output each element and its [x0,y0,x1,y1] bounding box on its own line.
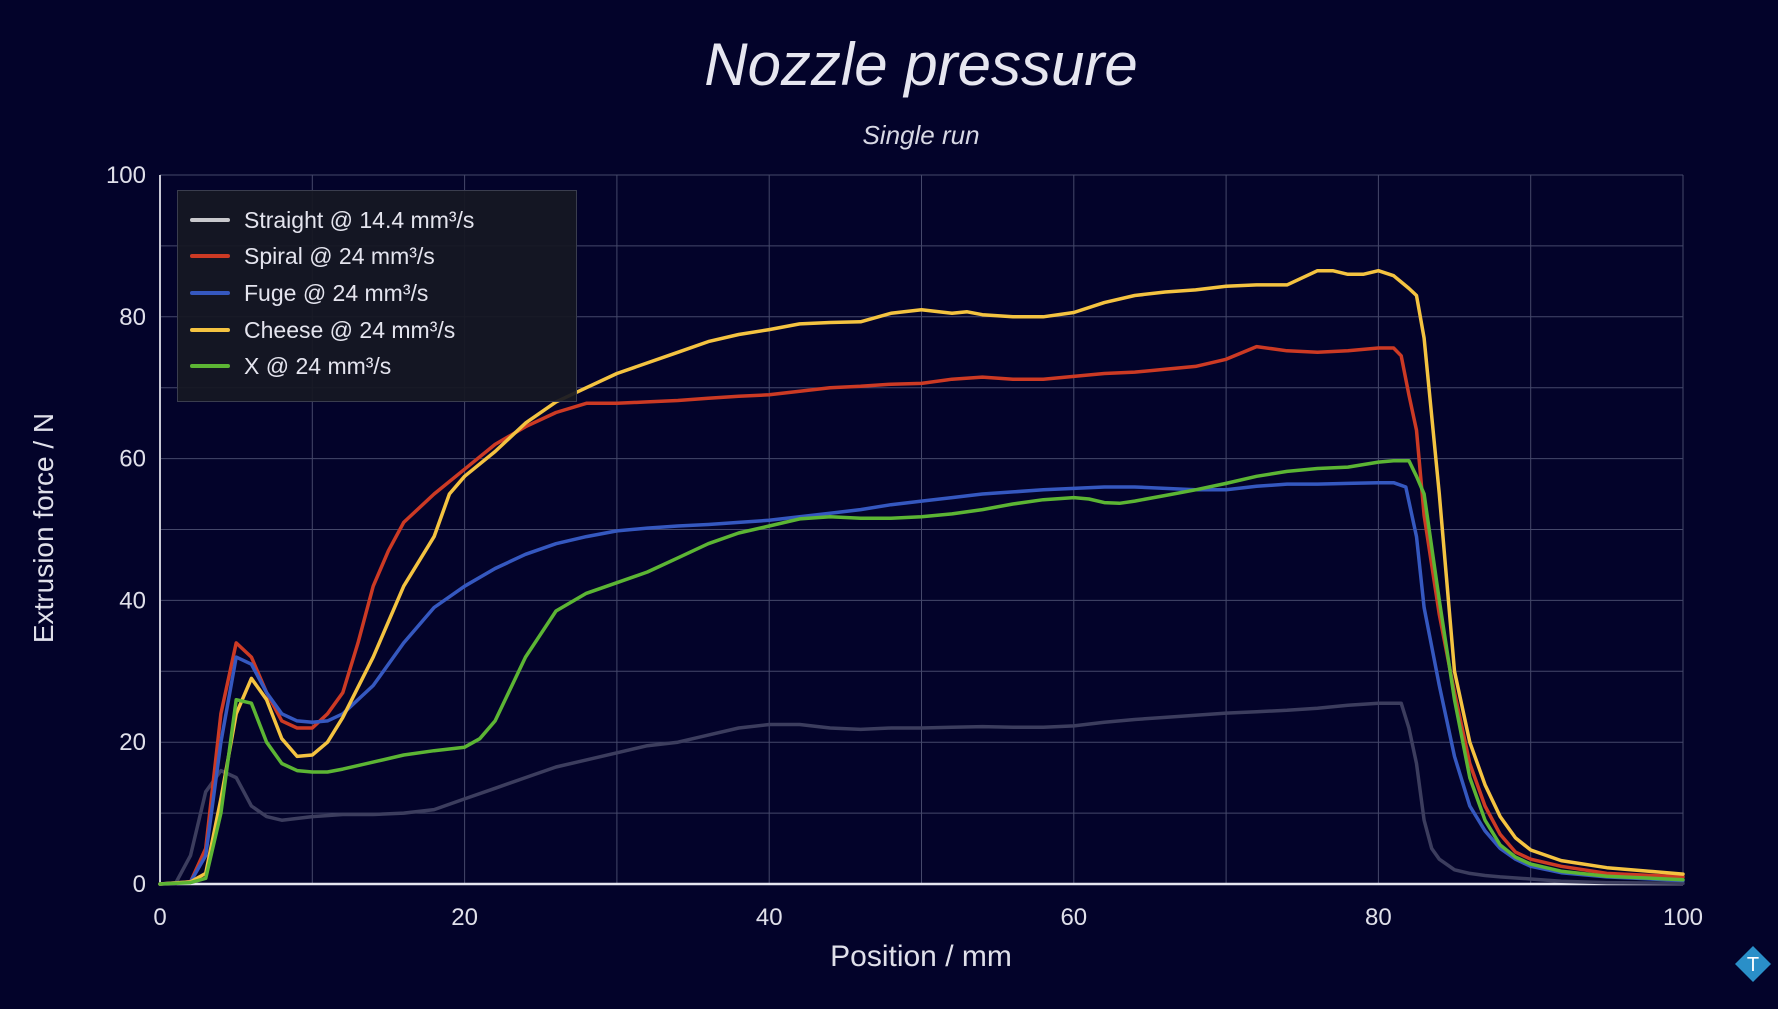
legend-label-fuge: Fuge @ 24 mm³/s [244,279,429,306]
legend-swatch-spiral [190,254,230,258]
x-tick-label: 60 [1060,904,1087,931]
series-line-3 [158,268,1685,886]
series-line-4 [158,458,1685,886]
y-tick-label: 0 [133,871,146,898]
legend-swatch-cheese [190,328,230,332]
series-line-0 [158,701,1685,886]
legend-label-cheese: Cheese @ 24 mm³/s [244,316,456,343]
y-tick-label: 60 [119,446,146,473]
x-tick-label: 40 [756,904,783,931]
y-tick-label: 20 [119,729,146,756]
y-tick-label: 40 [119,587,146,614]
legend-label-straight: Straight @ 14.4 mm³/s [244,206,475,233]
x-axis-label: Position / mm [830,940,1012,973]
legend-item-straight: Straight @ 14.4 mm³/s [190,205,474,235]
legend-swatch-fuge [190,291,230,295]
logo-icon: T [1735,946,1771,982]
y-tick-label: 80 [119,304,146,331]
x-tick-label: 0 [153,904,166,931]
chart-title: Nozzle pressure [704,31,1138,98]
legend-item-x: X @ 24 mm³/s [190,351,391,381]
legend-swatch-straight [190,218,230,222]
x-tick-label: 100 [1663,904,1703,931]
x-tick-label: 20 [451,904,478,931]
x-tick-label: 80 [1365,904,1392,931]
y-tick-label: 100 [106,162,146,189]
logo-letter: T [1747,954,1759,976]
chart-subtitle: Single run [862,120,980,150]
y-axis-label: Extrusion force / N [28,412,59,644]
legend-item-fuge: Fuge @ 24 mm³/s [190,278,428,308]
legend-item-cheese: Cheese @ 24 mm³/s [190,315,455,345]
legend-item-spiral: Spiral @ 24 mm³/s [190,241,435,271]
legend-swatch-x [190,364,230,368]
legend-label-spiral: Spiral @ 24 mm³/s [244,242,435,269]
legend: Straight @ 14.4 mm³/s Spiral @ 24 mm³/s … [177,190,577,402]
series-line-2 [158,480,1685,886]
legend-label-x: X @ 24 mm³/s [244,352,392,379]
